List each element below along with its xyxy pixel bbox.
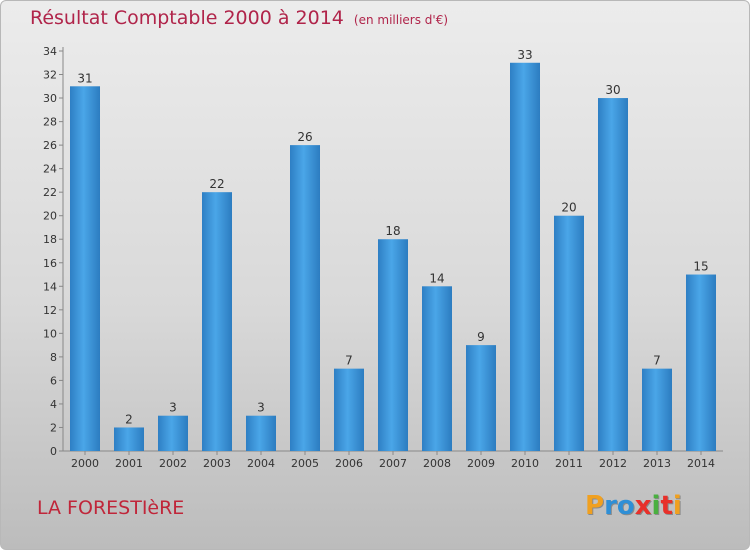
y-tick-label: 6 [50,374,57,387]
x-tick-label: 2002 [159,457,187,470]
data-label: 31 [77,71,92,85]
data-label: 15 [693,260,708,274]
bar [158,415,188,451]
bar [642,368,672,451]
bar [510,62,540,451]
y-tick-label: 30 [43,92,57,105]
commune-name: LA FORESTIèRE [37,497,185,519]
bar [686,274,716,451]
bar [422,286,452,451]
y-tick-label: 10 [43,327,57,340]
data-label: 7 [345,354,353,368]
bar [598,98,628,451]
chart-title: Résultat Comptable 2000 à 2014 [30,7,344,29]
x-tick-label: 2008 [423,457,451,470]
y-tick-label: 26 [43,139,57,152]
data-label: 3 [257,401,265,415]
x-tick-label: 2003 [203,457,231,470]
x-tick-label: 2010 [511,457,539,470]
bar [246,415,276,451]
data-label: 22 [209,177,224,191]
y-tick-label: 16 [43,257,57,270]
x-tick-label: 2001 [115,457,143,470]
y-tick-label: 8 [50,351,57,364]
data-label: 20 [561,201,576,215]
bar [334,368,364,451]
proxiti-logo: Proxiti [585,491,682,521]
bar [466,345,496,451]
data-label: 7 [653,354,661,368]
bars [70,62,716,452]
data-label: 18 [385,224,400,238]
data-label: 2 [125,412,133,426]
logo-letter: x [634,491,652,521]
y-tick-label: 14 [43,280,57,293]
data-labels: 31 2 3 22 3 26 7 18 14 9 33 20 30 7 15 [77,48,708,427]
bar [378,239,408,451]
y-tick-label: 32 [43,69,57,82]
data-label: 26 [297,130,312,144]
logo-letter: P [585,491,605,521]
bar [554,215,584,451]
x-tick-label: 2000 [71,457,99,470]
y-tick-label: 22 [43,186,57,199]
logo-letter: r [604,491,617,521]
y-tick-label: 20 [43,210,57,223]
title-row: Résultat Comptable 2000 à 2014 (en millie… [30,7,448,29]
bar [202,192,232,452]
x-tick-label: 2007 [379,457,407,470]
x-tick-label: 2005 [291,457,319,470]
bar [70,86,100,451]
data-label: 30 [605,83,620,97]
y-tick-label: 34 [43,45,57,58]
logo-letter: o [616,491,635,521]
y-tick-label: 18 [43,233,57,246]
y-tick-label: 12 [43,304,57,317]
x-tick-label: 2011 [555,457,583,470]
x-tick-label: 2014 [687,457,715,470]
x-tick-label: 2004 [247,457,275,470]
y-tick-label: 0 [50,445,57,458]
bar [290,145,320,451]
data-label: 33 [517,48,532,62]
y-tick-label: 2 [50,421,57,434]
logo-letter: i [651,491,661,521]
x-tick-label: 2012 [599,457,627,470]
y-tick-label: 24 [43,163,57,176]
data-label: 14 [429,271,444,285]
logo-letter: i [672,491,682,521]
data-label: 9 [477,330,485,344]
y-tick-label: 28 [43,116,57,129]
logo-letter: t [660,491,673,521]
x-tick-label: 2006 [335,457,363,470]
data-label: 3 [169,401,177,415]
x-tick-label: 2009 [467,457,495,470]
x-tick-label: 2013 [643,457,671,470]
y-tick-label: 4 [50,398,57,411]
chart-subtitle: (en milliers d'€) [353,13,449,27]
bar [114,427,144,451]
